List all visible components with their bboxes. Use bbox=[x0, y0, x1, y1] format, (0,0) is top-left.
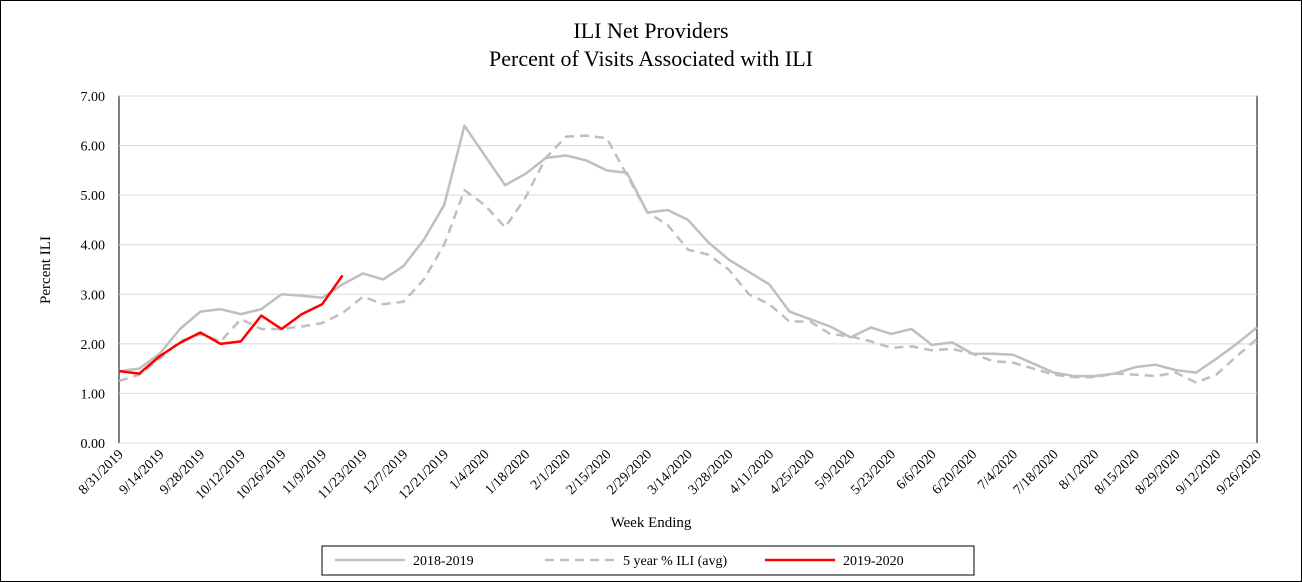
y-tick-label: 2.00 bbox=[81, 338, 106, 353]
legend-label: 2018-2019 bbox=[413, 554, 474, 569]
legend-label: 5 year % ILI (avg) bbox=[623, 554, 728, 569]
y-tick-label: 0.00 bbox=[81, 437, 106, 452]
legend-label: 2019-2020 bbox=[843, 554, 904, 569]
y-tick-label: 7.00 bbox=[81, 90, 106, 105]
series-line bbox=[118, 134, 1258, 384]
x-axis-label: Week Ending bbox=[611, 515, 692, 531]
chart-title: ILI Net Providers bbox=[573, 18, 728, 43]
series-line bbox=[118, 274, 344, 375]
chart-subtitle: Percent of Visits Associated with ILI bbox=[489, 46, 813, 71]
y-tick-label: 3.00 bbox=[81, 288, 106, 303]
y-tick-label: 1.00 bbox=[81, 387, 106, 402]
legend-box bbox=[321, 545, 975, 576]
y-tick-label: 6.00 bbox=[81, 140, 106, 155]
y-tick-label: 4.00 bbox=[81, 239, 106, 254]
series-line bbox=[118, 124, 1258, 378]
y-tick-label: 5.00 bbox=[81, 189, 106, 204]
y-axis-label: Percent ILI bbox=[38, 236, 54, 304]
